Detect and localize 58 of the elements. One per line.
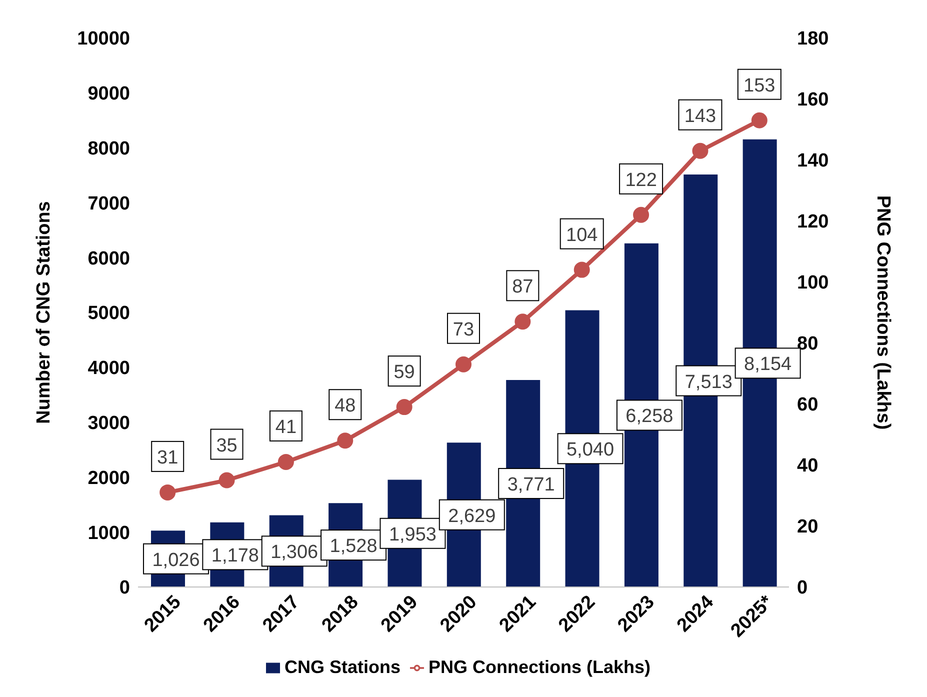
data-label: 7,513: [684, 372, 732, 393]
y-tick-label: 0: [119, 578, 130, 599]
y-tick-label: 5000: [88, 303, 130, 324]
y-tick-label: 8000: [88, 138, 130, 160]
y2-tick-label: 0: [797, 578, 808, 599]
data-label: 1,528: [330, 536, 378, 558]
data-label: 3,771: [507, 474, 555, 496]
data-label: 1,306: [270, 542, 318, 564]
y-tick-label: 2000: [88, 468, 130, 489]
y-tick-label: 10000: [77, 28, 130, 50]
y2-tick-label: 20: [797, 516, 818, 538]
point: [514, 314, 531, 330]
y-tick-label: 1000: [88, 522, 130, 544]
data-label: 41: [275, 416, 297, 438]
y-tick-label: 6000: [88, 248, 130, 270]
point: [396, 399, 412, 416]
y2-tick-label: 80: [797, 334, 818, 355]
point: [751, 112, 768, 128]
y2-tick-label: 140: [797, 150, 829, 172]
y2-tick-label: 180: [797, 28, 829, 50]
point: [456, 356, 472, 372]
y-tick-label: 9000: [88, 84, 130, 105]
y2-tick-label: 100: [797, 272, 829, 294]
y2-tick-label: 40: [797, 456, 818, 477]
point: [278, 454, 294, 470]
point: [218, 472, 235, 488]
data-label: 8,154: [744, 354, 792, 376]
data-label: 59: [394, 362, 415, 384]
y2-tick-label: 120: [797, 212, 829, 233]
data-label: 1,953: [388, 524, 436, 546]
y-tick-label: 3000: [88, 413, 130, 434]
legend-label: PNG Connections (Lakhs): [428, 657, 651, 677]
y-tick-label: 7000: [88, 193, 130, 214]
y2-tick-label: 160: [797, 90, 829, 111]
data-label: 2,629: [448, 506, 496, 527]
data-label: 122: [625, 170, 657, 191]
data-label: 31: [157, 447, 178, 468]
data-label: 153: [744, 75, 776, 96]
y2-axis-title: PNG Connections (Lakhs): [872, 195, 894, 430]
data-label: 1,178: [211, 546, 259, 567]
point: [337, 432, 354, 449]
legend-label: CNG Stations: [284, 657, 400, 677]
data-label: 143: [684, 106, 716, 127]
data-label: 6,258: [626, 406, 674, 428]
point: [692, 142, 708, 159]
data-label: 48: [334, 396, 356, 417]
data-label: 87: [512, 276, 534, 298]
data-label: 1,026: [152, 550, 200, 571]
point: [574, 262, 590, 278]
point: [160, 484, 176, 500]
point: [633, 206, 650, 223]
y-axis-title: Number of CNG Stations: [34, 201, 55, 424]
data-label: 5,040: [566, 440, 614, 461]
y2-tick-label: 60: [797, 394, 818, 416]
data-label: 104: [566, 224, 598, 246]
y-tick-label: 4000: [88, 358, 130, 380]
data-label: 35: [216, 435, 238, 456]
data-label: 73: [452, 319, 474, 340]
